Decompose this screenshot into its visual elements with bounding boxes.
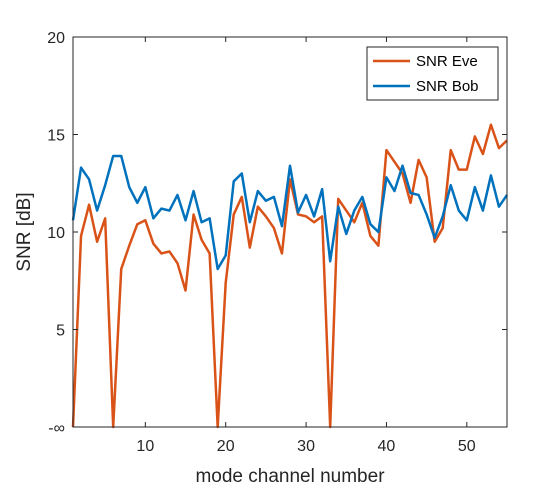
legend: SNR Eve SNR Bob xyxy=(366,46,499,101)
y-tick-label: -∞ xyxy=(48,420,65,437)
y-tick-label: 15 xyxy=(47,128,65,145)
y-axis: -∞ 5 10 15 20 xyxy=(47,30,507,437)
legend-label-bob: SNR Bob xyxy=(416,78,479,95)
legend-label-eve: SNR Eve xyxy=(416,53,478,70)
x-axis: 10 20 30 40 50 xyxy=(136,37,476,455)
legend-box xyxy=(366,46,499,101)
x-tick-label: 30 xyxy=(297,438,315,455)
series-layer xyxy=(71,123,509,429)
y-tick-label: 10 xyxy=(47,225,65,242)
x-axis-title: mode channel number xyxy=(195,466,385,487)
y-tick-label: 20 xyxy=(47,30,65,47)
x-tick-label: 10 xyxy=(136,438,154,455)
x-tick-label: 20 xyxy=(217,438,235,455)
y-axis-title: SNR [dB] xyxy=(14,192,35,271)
x-tick-label: 50 xyxy=(458,438,476,455)
x-tick-label: 40 xyxy=(378,438,396,455)
y-tick-label: 5 xyxy=(56,323,65,340)
